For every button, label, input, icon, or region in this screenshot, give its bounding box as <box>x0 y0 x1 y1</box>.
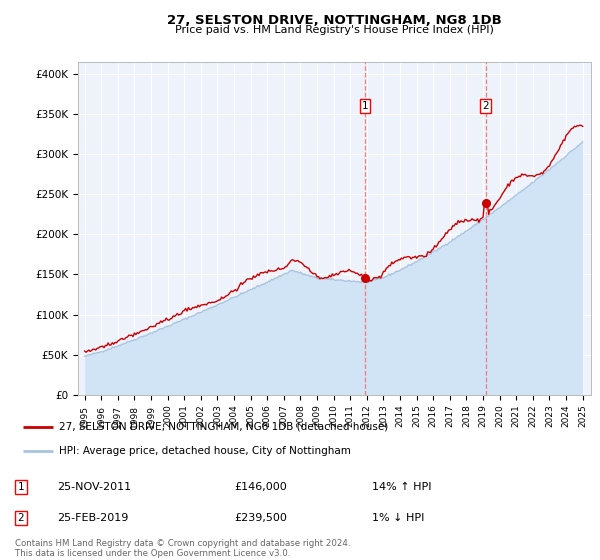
Text: Contains HM Land Registry data © Crown copyright and database right 2024.
This d: Contains HM Land Registry data © Crown c… <box>15 539 350 558</box>
Text: 27, SELSTON DRIVE, NOTTINGHAM, NG8 1DB (detached house): 27, SELSTON DRIVE, NOTTINGHAM, NG8 1DB (… <box>59 422 388 432</box>
Text: 25-NOV-2011: 25-NOV-2011 <box>57 482 131 492</box>
Text: HPI: Average price, detached house, City of Nottingham: HPI: Average price, detached house, City… <box>59 446 350 456</box>
Text: 25-FEB-2019: 25-FEB-2019 <box>57 513 128 523</box>
Text: £146,000: £146,000 <box>234 482 287 492</box>
Text: 1: 1 <box>17 482 25 492</box>
Text: Price paid vs. HM Land Registry's House Price Index (HPI): Price paid vs. HM Land Registry's House … <box>175 25 494 35</box>
Text: 27, SELSTON DRIVE, NOTTINGHAM, NG8 1DB: 27, SELSTON DRIVE, NOTTINGHAM, NG8 1DB <box>167 14 502 27</box>
Text: 1% ↓ HPI: 1% ↓ HPI <box>372 513 424 523</box>
Text: £239,500: £239,500 <box>234 513 287 523</box>
Text: 1: 1 <box>362 101 368 111</box>
Text: 14% ↑ HPI: 14% ↑ HPI <box>372 482 431 492</box>
Text: 2: 2 <box>482 101 489 111</box>
Text: 2: 2 <box>17 513 25 523</box>
